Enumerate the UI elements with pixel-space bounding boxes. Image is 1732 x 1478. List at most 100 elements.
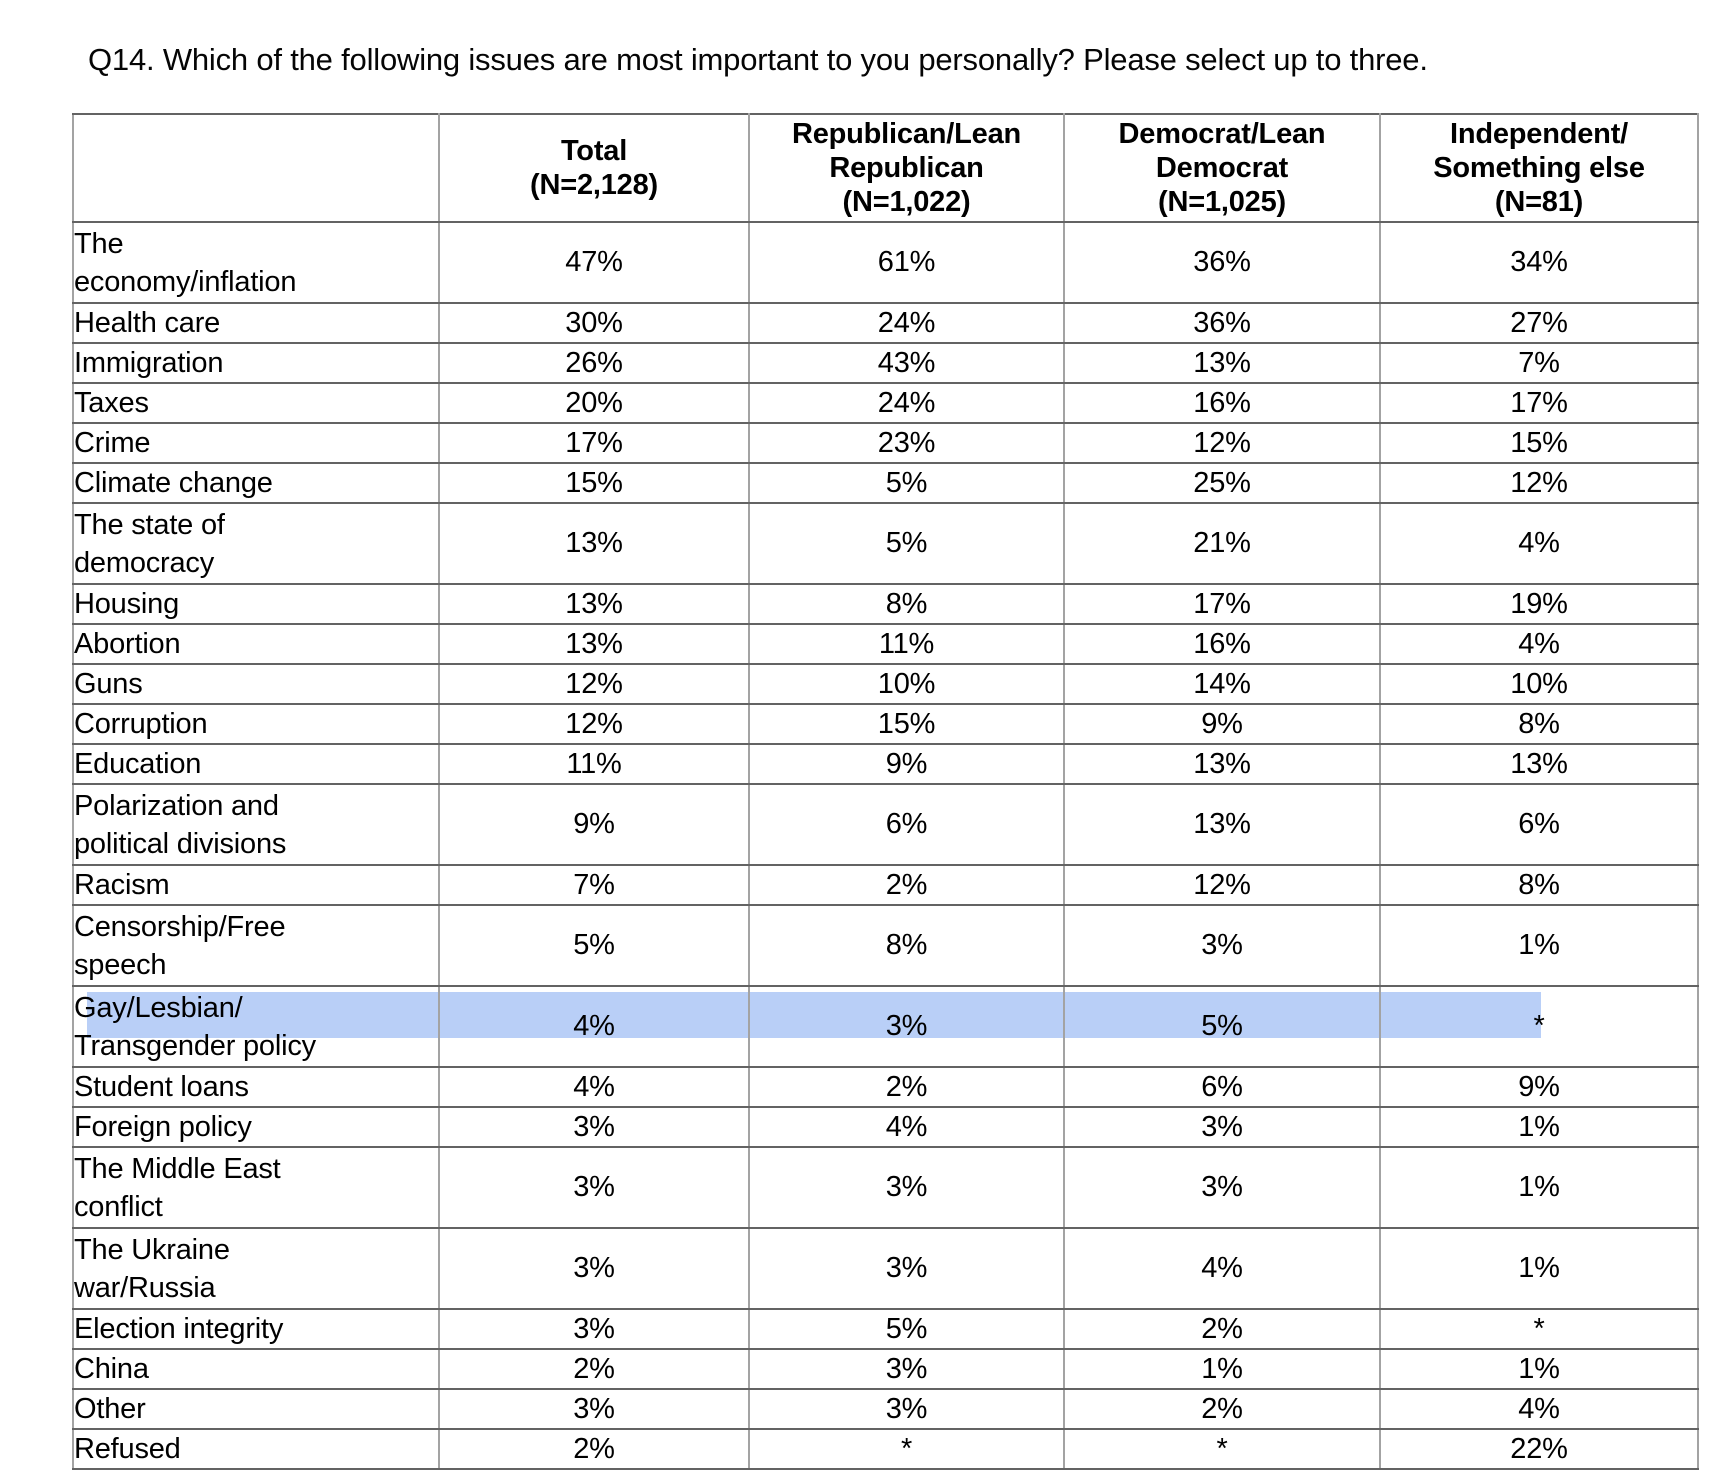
table-row: Foreign policy 3% 4% 3% 1% (72, 1106, 1699, 1148)
cell-value: 9% (748, 743, 1065, 785)
cell-value: 16% (1063, 623, 1381, 665)
row-label: Corruption (72, 703, 440, 745)
row-label: Student loans (72, 1066, 440, 1108)
table-row: Student loans 4% 2% 6% 9% (72, 1066, 1699, 1108)
cell-value: * (1379, 985, 1699, 1068)
cell-value: 2% (438, 1428, 750, 1470)
table-row: China 2% 3% 1% 1% (72, 1348, 1699, 1390)
cell-value: 9% (438, 783, 750, 866)
cell-value: 12% (438, 663, 750, 705)
cell-value: 3% (1063, 1106, 1381, 1148)
table-row: Housing 13% 8% 17% 19% (72, 583, 1699, 625)
cell-value: 11% (438, 743, 750, 785)
cell-value: 4% (1063, 1227, 1381, 1310)
row-label: Guns (72, 663, 440, 705)
cell-value: 6% (1379, 783, 1699, 866)
table-row: Crime 17% 23% 12% 15% (72, 422, 1699, 464)
cell-value: 20% (438, 382, 750, 424)
cell-value: 24% (748, 302, 1065, 344)
row-label: The economy/inflation (72, 221, 440, 304)
table-row: The Ukraine war/Russia 3% 3% 4% 1% (72, 1227, 1699, 1310)
cell-value: 15% (438, 462, 750, 504)
cell-value: 7% (1379, 342, 1699, 384)
cell-value: 22% (1379, 1428, 1699, 1470)
cell-value: 43% (748, 342, 1065, 384)
cell-value: 4% (438, 985, 750, 1068)
cell-value: 10% (748, 663, 1065, 705)
cell-value: 23% (748, 422, 1065, 464)
cell-value: 17% (1379, 382, 1699, 424)
table-row: The state of democracy 13% 5% 21% 4% (72, 502, 1699, 585)
cell-value: 1% (1379, 904, 1699, 987)
cell-value: 61% (748, 221, 1065, 304)
row-label: Abortion (72, 623, 440, 665)
cell-value: 1% (1379, 1348, 1699, 1390)
cell-value: 24% (748, 382, 1065, 424)
cell-value: 13% (1063, 342, 1381, 384)
cell-value: 9% (1063, 703, 1381, 745)
cell-value: 19% (1379, 583, 1699, 625)
cell-value: 6% (1063, 1066, 1381, 1108)
cell-value: 3% (438, 1146, 750, 1229)
cell-value: 5% (438, 904, 750, 987)
row-label: The Ukraine war/Russia (72, 1227, 440, 1310)
row-label: Refused (72, 1428, 440, 1470)
table-row: Other 3% 3% 2% 4% (72, 1388, 1699, 1430)
cell-value: 8% (1379, 703, 1699, 745)
cell-value: 8% (748, 583, 1065, 625)
cell-value: 4% (1379, 1388, 1699, 1430)
table-row: The economy/inflation 47% 61% 36% 34% (72, 221, 1699, 304)
cell-value: 36% (1063, 302, 1381, 344)
cell-value: 7% (438, 864, 750, 906)
column-header-issue (72, 113, 440, 223)
cell-value: 27% (1379, 302, 1699, 344)
cell-value: 47% (438, 221, 750, 304)
cell-value: 4% (1379, 502, 1699, 585)
column-header-republican: Republican/Lean Republican (N=1,022) (748, 113, 1065, 223)
cell-value: 8% (748, 904, 1065, 987)
row-label: The Middle East conflict (72, 1146, 440, 1229)
cell-value: 1% (1379, 1227, 1699, 1310)
cell-value: 6% (748, 783, 1065, 866)
table-row: The Middle East conflict 3% 3% 3% 1% (72, 1146, 1699, 1229)
row-label: Gay/Lesbian/ Transgender policy (72, 985, 440, 1068)
table-row: Guns 12% 10% 14% 10% (72, 663, 1699, 705)
cell-value: 10% (1379, 663, 1699, 705)
row-label: Health care (72, 302, 440, 344)
row-label: Housing (72, 583, 440, 625)
cell-value: 12% (1063, 422, 1381, 464)
cell-value: 3% (438, 1227, 750, 1310)
cell-value: 2% (748, 1066, 1065, 1108)
cell-value: 4% (748, 1106, 1065, 1148)
column-header-democrat: Democrat/Lean Democrat (N=1,025) (1063, 113, 1381, 223)
row-label: Polarization and political divisions (72, 783, 440, 866)
cell-value: 1% (1379, 1106, 1699, 1148)
cell-value: 3% (438, 1308, 750, 1350)
row-label: Crime (72, 422, 440, 464)
cell-value: 26% (438, 342, 750, 384)
row-label: Other (72, 1388, 440, 1430)
cell-value: 8% (1379, 864, 1699, 906)
cell-value: 3% (748, 1348, 1065, 1390)
cell-value: 15% (1379, 422, 1699, 464)
table-row: Polarization and political divisions 9% 6%… (72, 783, 1699, 866)
row-label: Climate change (72, 462, 440, 504)
cell-value: 21% (1063, 502, 1381, 585)
cell-value: * (1379, 1308, 1699, 1350)
cell-value: 2% (1063, 1388, 1381, 1430)
cell-value: 3% (748, 1388, 1065, 1430)
cell-value: 4% (1379, 623, 1699, 665)
table-row: Election integrity 3% 5% 2% * (72, 1308, 1699, 1350)
cell-value: 12% (1063, 864, 1381, 906)
cell-value: 1% (1379, 1146, 1699, 1229)
table-row: Corruption 12% 15% 9% 8% (72, 703, 1699, 745)
row-label: The state of democracy (72, 502, 440, 585)
cell-value: 25% (1063, 462, 1381, 504)
cell-value: 13% (438, 623, 750, 665)
cell-value: 2% (748, 864, 1065, 906)
cell-value: 3% (438, 1388, 750, 1430)
table-row: Refused 2% * * 22% (72, 1428, 1699, 1470)
cell-value: 3% (748, 1146, 1065, 1229)
cell-value: 13% (438, 502, 750, 585)
